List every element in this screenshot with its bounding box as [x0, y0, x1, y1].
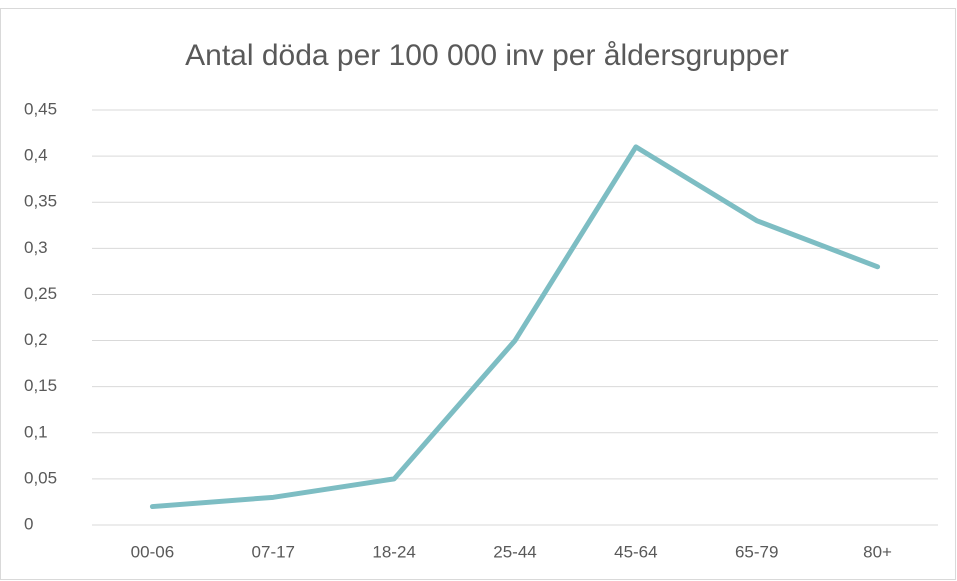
y-tick-label: 0,1: [24, 422, 48, 441]
x-tick-label: 25-44: [493, 542, 536, 561]
y-tick-label: 0,4: [24, 146, 48, 165]
x-tick-label: 00-06: [131, 542, 174, 561]
y-tick-label: 0,45: [24, 99, 57, 118]
y-tick-label: 0,15: [24, 376, 57, 395]
y-tick-label: 0,05: [24, 468, 57, 487]
x-tick-label: 18-24: [372, 542, 415, 561]
chart-title: Antal döda per 100 000 inv per åldersgru…: [185, 39, 789, 72]
y-tick-label: 0,3: [24, 238, 48, 257]
y-tick-label: 0,35: [24, 192, 57, 211]
x-tick-label: 45-64: [614, 542, 657, 561]
y-tick-label: 0,25: [24, 284, 57, 303]
y-tick-label: 0: [24, 514, 33, 533]
x-tick-label: 80+: [863, 542, 892, 561]
x-tick-label: 65-79: [735, 542, 778, 561]
data-line: [149, 144, 881, 510]
y-tick-label: 0,2: [24, 330, 48, 349]
x-tick-label: 07-17: [252, 542, 295, 561]
